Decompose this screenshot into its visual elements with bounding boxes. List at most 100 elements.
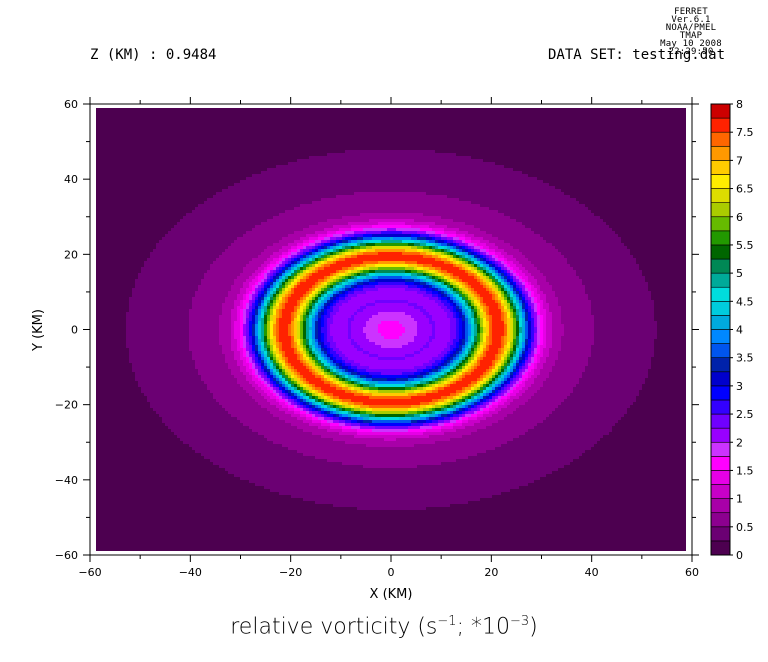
heatmap-cell: [597, 150, 600, 153]
heatmap-cell: [258, 120, 261, 123]
heatmap-cell: [678, 174, 681, 177]
heatmap-cell: [480, 165, 483, 168]
heatmap-cell: [150, 117, 153, 120]
heatmap-cell: [345, 132, 348, 135]
heatmap-cell: [132, 150, 135, 153]
heatmap-cell: [384, 159, 387, 162]
heatmap-cell: [330, 156, 333, 159]
heatmap-cell: [549, 126, 552, 129]
heatmap-cell: [180, 129, 183, 132]
heatmap-cell: [546, 126, 549, 129]
heatmap-cell: [261, 171, 264, 174]
heatmap-cell: [297, 180, 300, 183]
heatmap-cell: [645, 120, 648, 123]
heatmap-cell: [168, 174, 171, 177]
heatmap-cell: [261, 183, 264, 186]
heatmap-cell: [138, 135, 141, 138]
heatmap-cell: [96, 150, 99, 153]
heatmap-cell: [654, 144, 657, 147]
heatmap-cell: [192, 168, 195, 171]
heatmap-cell: [336, 168, 339, 171]
heatmap-cell: [456, 180, 459, 183]
heatmap-cell: [642, 126, 645, 129]
heatmap-cell: [483, 159, 486, 162]
heatmap-cell: [186, 168, 189, 171]
heatmap-cell: [546, 144, 549, 147]
heatmap-cell: [258, 171, 261, 174]
heatmap-cell: [510, 144, 513, 147]
heatmap-cell: [258, 138, 261, 141]
heatmap-cell: [333, 180, 336, 183]
heatmap-cell: [417, 174, 420, 177]
heatmap-cell: [279, 126, 282, 129]
heatmap-cell: [342, 138, 345, 141]
heatmap-cell: [450, 171, 453, 174]
heatmap-cell: [618, 156, 621, 159]
heatmap-cell: [585, 150, 588, 153]
heatmap-cell: [456, 171, 459, 174]
heatmap-cell: [138, 138, 141, 141]
heatmap-cell: [510, 114, 513, 117]
heatmap-cell: [441, 147, 444, 150]
heatmap-cell: [495, 138, 498, 141]
heatmap-cell: [489, 144, 492, 147]
heatmap-cell: [534, 177, 537, 180]
heatmap-cell: [207, 177, 210, 180]
heatmap-cell: [660, 117, 663, 120]
heatmap-cell: [222, 135, 225, 138]
heatmap-cell: [201, 120, 204, 123]
heatmap-cell: [672, 114, 675, 117]
heatmap-cell: [165, 144, 168, 147]
heatmap-cell: [540, 117, 543, 120]
heatmap-cell: [357, 147, 360, 150]
heatmap-cell: [285, 171, 288, 174]
heatmap-cell: [411, 171, 414, 174]
heatmap-cell: [642, 114, 645, 117]
heatmap-cell: [315, 132, 318, 135]
heatmap-cell: [543, 111, 546, 114]
heatmap-cell: [324, 144, 327, 147]
heatmap-cell: [156, 120, 159, 123]
heatmap-cell: [258, 180, 261, 183]
heatmap-cell: [252, 147, 255, 150]
heatmap-cell: [204, 147, 207, 150]
heatmap-cell: [402, 141, 405, 144]
heatmap-cell: [282, 123, 285, 126]
heatmap-cell: [264, 126, 267, 129]
heatmap-cell: [165, 168, 168, 171]
heatmap-cell: [426, 129, 429, 132]
heatmap-cell: [147, 114, 150, 117]
heatmap-cell: [228, 129, 231, 132]
heatmap-cell: [222, 183, 225, 186]
heatmap-cell: [159, 111, 162, 114]
heatmap-cell: [96, 108, 99, 111]
heatmap-cell: [138, 126, 141, 129]
heatmap-cell: [543, 159, 546, 162]
heatmap-cell: [630, 123, 633, 126]
heatmap-cell: [603, 126, 606, 129]
heatmap-cell: [462, 153, 465, 156]
heatmap-cell: [660, 150, 663, 153]
heatmap-cell: [435, 165, 438, 168]
heatmap-cell: [291, 108, 294, 111]
heatmap-cell: [657, 171, 660, 174]
heatmap-cell: [345, 141, 348, 144]
heatmap-cell: [507, 117, 510, 120]
heatmap-cell: [393, 177, 396, 180]
heatmap-cell: [423, 174, 426, 177]
heatmap-cell: [564, 129, 567, 132]
heatmap-cell: [288, 138, 291, 141]
heatmap-cell: [606, 132, 609, 135]
heatmap-cell: [261, 138, 264, 141]
heatmap-cell: [609, 141, 612, 144]
heatmap-cell: [624, 108, 627, 111]
heatmap-cell: [558, 129, 561, 132]
heatmap-cell: [549, 144, 552, 147]
heatmap-cell: [276, 117, 279, 120]
heatmap-cell: [381, 126, 384, 129]
heatmap-cell: [480, 171, 483, 174]
heatmap-cell: [204, 180, 207, 183]
heatmap-cell: [669, 120, 672, 123]
heatmap-cell: [201, 165, 204, 168]
heatmap-cell: [507, 180, 510, 183]
